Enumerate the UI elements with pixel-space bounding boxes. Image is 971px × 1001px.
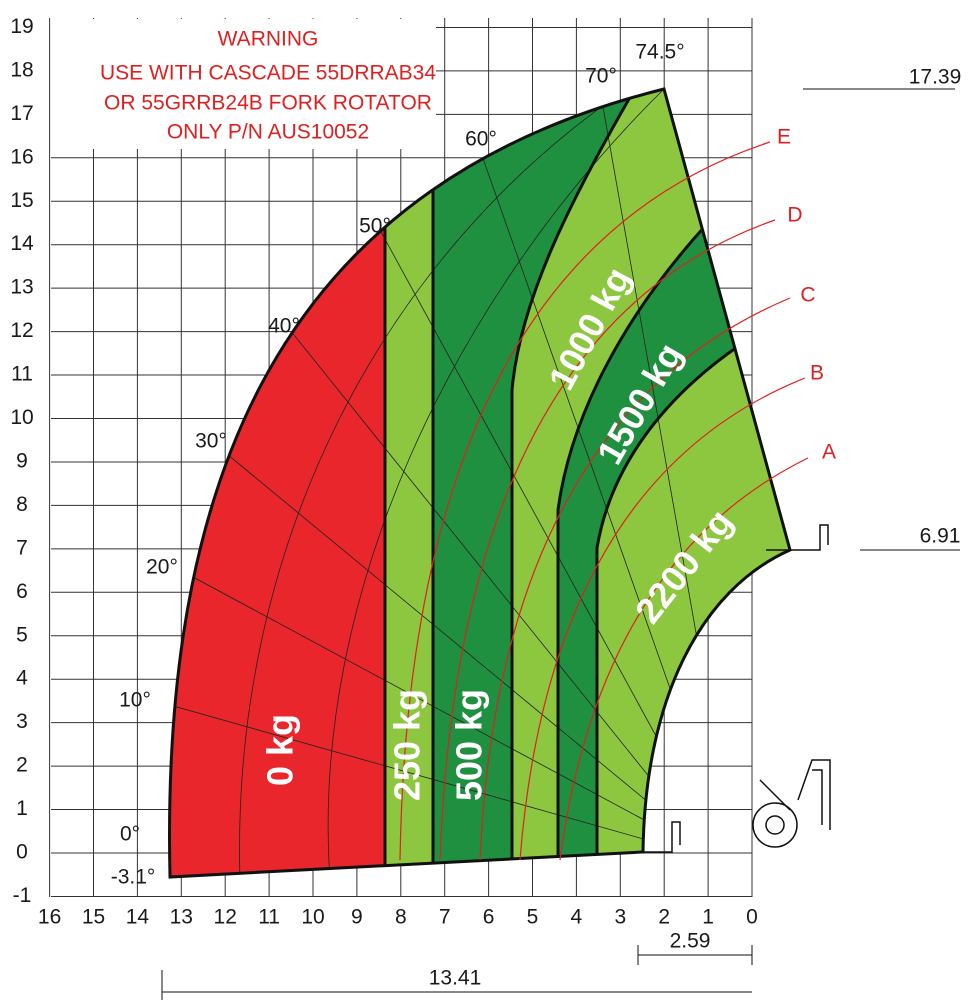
x-tick-label: 10 (301, 906, 324, 929)
x-tick-label: 2 (658, 906, 670, 929)
y-tick-label: 5 (16, 623, 28, 646)
angle-label: 50° (359, 215, 391, 238)
warning-box (51, 19, 436, 149)
angle-label: 10° (119, 689, 151, 712)
y-tick-label: 16 (10, 145, 33, 168)
x-tick-label: 5 (527, 906, 539, 929)
dimension-lines (161, 88, 960, 1000)
x-tick-label: 16 (38, 906, 61, 929)
y-tick-label: 14 (10, 232, 34, 255)
y-tick-label: 10 (10, 406, 33, 429)
x-tick-label: 0 (746, 906, 758, 929)
warning-text: ONLY P/N AUS10052 (167, 121, 369, 144)
y-tick-label: 8 (16, 493, 28, 516)
y-tick-label: 6 (16, 580, 28, 603)
envelope (168, 87, 792, 879)
zone-label: 500 kg (449, 689, 490, 801)
y-tick-label: 3 (16, 710, 28, 733)
y-tick-label: 9 (16, 449, 28, 472)
angle-label: -3.1° (111, 866, 156, 889)
x-tick-label: 14 (126, 906, 150, 929)
x-tick-label: 12 (214, 906, 237, 929)
dimension-label: 6.91 (920, 525, 961, 548)
y-tick-label: 19 (10, 15, 33, 38)
y-tick-label: 13 (10, 276, 33, 299)
y-tick-label: 12 (10, 319, 33, 342)
angle-label: 74.5° (635, 41, 684, 64)
radial-lines (169, 89, 731, 877)
y-tick-label: 1 (16, 797, 28, 820)
angle-label: 0° (120, 823, 140, 846)
y-tick-label: 0 (16, 841, 28, 864)
zone-label: 0 kg (260, 714, 301, 786)
warning-text: WARNING (218, 28, 319, 51)
reach-curves (399, 141, 809, 861)
x-tick-label: 9 (351, 906, 363, 929)
dimension-label: 2.59 (670, 930, 711, 953)
x-tick-label: 3 (614, 906, 626, 929)
machine (643, 524, 831, 853)
curve-label: D (787, 204, 802, 227)
x-tick-label: 8 (395, 906, 407, 929)
angle-label: 30° (195, 430, 227, 453)
y-tick-label: 4 (16, 667, 28, 690)
x-tick-label: 1 (702, 906, 714, 929)
x-tick-label: 7 (439, 906, 451, 929)
x-tick-label: 15 (82, 906, 105, 929)
x-tick-label: 4 (571, 906, 583, 929)
angle-label: 70° (585, 65, 617, 88)
warning-text: OR 55GRRB24B FORK ROTATOR (104, 92, 432, 115)
dimension-label: 13.41 (429, 967, 482, 990)
dimension-label: 17.39 (909, 66, 962, 89)
angle-label: 20° (146, 556, 178, 579)
angle-label: 60° (465, 128, 497, 151)
curve-label: B (810, 362, 824, 385)
zone-red (169, 89, 385, 877)
zone-label: 250 kg (387, 689, 428, 801)
curve-label: E (777, 126, 791, 149)
curve-label: A (822, 441, 836, 464)
y-tick-label: 11 (11, 363, 33, 386)
warning-text: USE WITH CASCADE 55DRRAB34 (100, 62, 436, 85)
x-tick-label: 13 (170, 906, 193, 929)
x-tick-label: 6 (483, 906, 495, 929)
y-tick-label: 17 (10, 102, 33, 125)
y-tick-label: 7 (16, 536, 28, 559)
y-tick-label: 2 (16, 754, 28, 777)
x-tick-label: 11 (258, 906, 280, 929)
curve-label: C (800, 284, 815, 307)
y-tick-label: 18 (10, 58, 33, 81)
y-tick-label: -1 (13, 884, 32, 907)
angle-label: 40° (268, 315, 300, 338)
y-tick-label: 15 (10, 189, 33, 212)
